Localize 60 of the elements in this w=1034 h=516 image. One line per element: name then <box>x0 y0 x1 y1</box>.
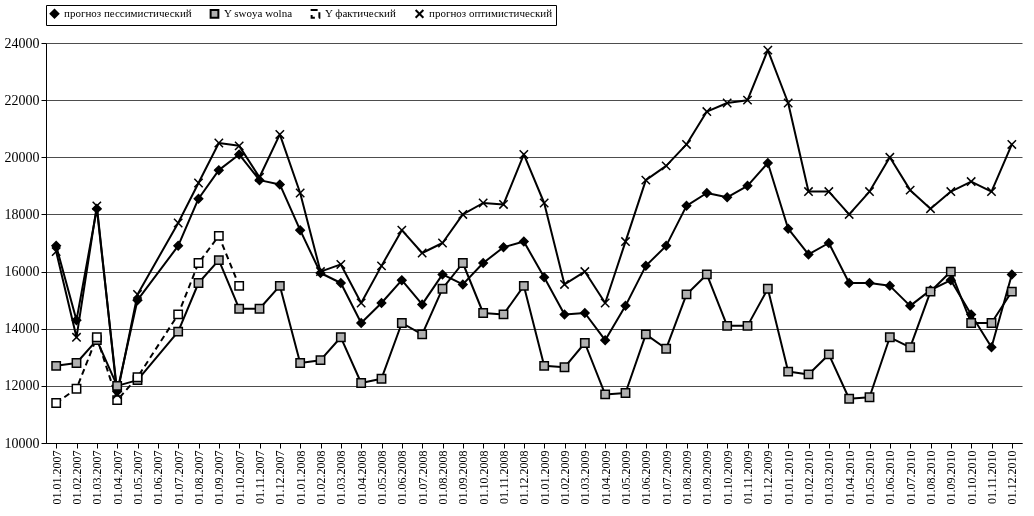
legend-label: Y swoya wolna <box>224 6 293 19</box>
x-tick-label: 01.03.2008 <box>334 450 349 505</box>
x-tick-label: 01.01.2010 <box>781 450 796 505</box>
x-tick-label: 01.11.2009 <box>741 450 755 505</box>
x-tick-label: 01.09.2010 <box>944 450 959 505</box>
x-tick-label: 01.02.2010 <box>802 450 816 505</box>
x-tick-label: 01.06.2009 <box>639 450 654 505</box>
x-tick-label: 01.02.2007 <box>70 450 84 505</box>
x-tick-label: 01.12.2007 <box>273 450 288 505</box>
x-tick-label: 01.05.2008 <box>375 450 389 505</box>
x-tick-label: 01.10.2007 <box>232 450 247 505</box>
y-tick-label: 22000 <box>4 92 40 108</box>
x-tick-label: 01.11.2007 <box>253 450 267 505</box>
x-tick-label: 01.10.2009 <box>720 450 735 505</box>
y-tick-label: 14000 <box>4 321 40 337</box>
x-tick-label: 01.04.2008 <box>354 450 369 505</box>
x-tick-label: 01.07.2010 <box>903 450 918 505</box>
y-tick-label: 16000 <box>4 264 40 280</box>
x-tick-label: 01.09.2007 <box>212 450 227 505</box>
x-tick-label: 01.12.2010 <box>1005 450 1020 505</box>
y-tick-label: 18000 <box>4 206 40 222</box>
legend-label: прогноз пессимистический <box>64 6 192 19</box>
x-tick-label: 01.03.2010 <box>822 450 837 505</box>
legend-label: Y фактический <box>325 6 396 19</box>
x-tick-label: 01.10.2010 <box>964 450 979 505</box>
x-tick-label: 01.09.2008 <box>456 450 471 505</box>
x-tick-label: 01.03.2007 <box>90 450 105 505</box>
x-tick-label: 01.08.2007 <box>192 450 206 505</box>
x-tick-label: 01.05.2009 <box>619 450 633 505</box>
legend-label: прогноз оптимистический <box>429 6 553 19</box>
x-tick-label: 01.12.2009 <box>761 450 776 505</box>
x-tick-label: 01.02.2008 <box>314 450 328 505</box>
y-tick-label: 12000 <box>4 378 40 394</box>
x-tick-label: 01.11.2010 <box>985 450 999 505</box>
y-tick-label: 20000 <box>4 149 40 165</box>
x-tick-label: 01.08.2009 <box>680 450 694 505</box>
x-tick-label: 01.01.2009 <box>537 450 552 505</box>
x-tick-label: 01.07.2008 <box>415 450 430 505</box>
x-tick-label: 01.06.2010 <box>883 450 898 505</box>
y-tick-label: 24000 <box>4 35 40 51</box>
x-tick-label: 01.08.2008 <box>436 450 450 505</box>
x-tick-label: 01.06.2008 <box>395 450 410 505</box>
x-tick-label: 01.03.2009 <box>578 450 593 505</box>
x-tick-label: 01.04.2010 <box>842 450 857 505</box>
x-tick-label: 01.09.2009 <box>700 450 715 505</box>
x-tick-label: 01.04.2009 <box>598 450 613 505</box>
y-tick-label: 10000 <box>4 435 40 451</box>
x-tick-label: 01.04.2007 <box>110 450 125 505</box>
x-tick-label: 01.02.2009 <box>558 450 572 505</box>
x-tick-label: 01.07.2009 <box>659 450 674 505</box>
x-tick-label: 01.01.2007 <box>49 450 64 505</box>
x-tick-label: 01.12.2008 <box>517 450 532 505</box>
x-tick-label: 01.11.2008 <box>497 450 511 505</box>
x-tick-label: 01.06.2007 <box>151 450 166 505</box>
x-tick-label: 01.07.2007 <box>171 450 186 505</box>
x-tick-label: 01.05.2007 <box>131 450 145 505</box>
x-tick-label: 01.10.2008 <box>476 450 491 505</box>
x-tick-label: 01.05.2010 <box>863 450 877 505</box>
x-tick-label: 01.01.2008 <box>293 450 308 505</box>
x-tick-label: 01.08.2010 <box>924 450 938 505</box>
